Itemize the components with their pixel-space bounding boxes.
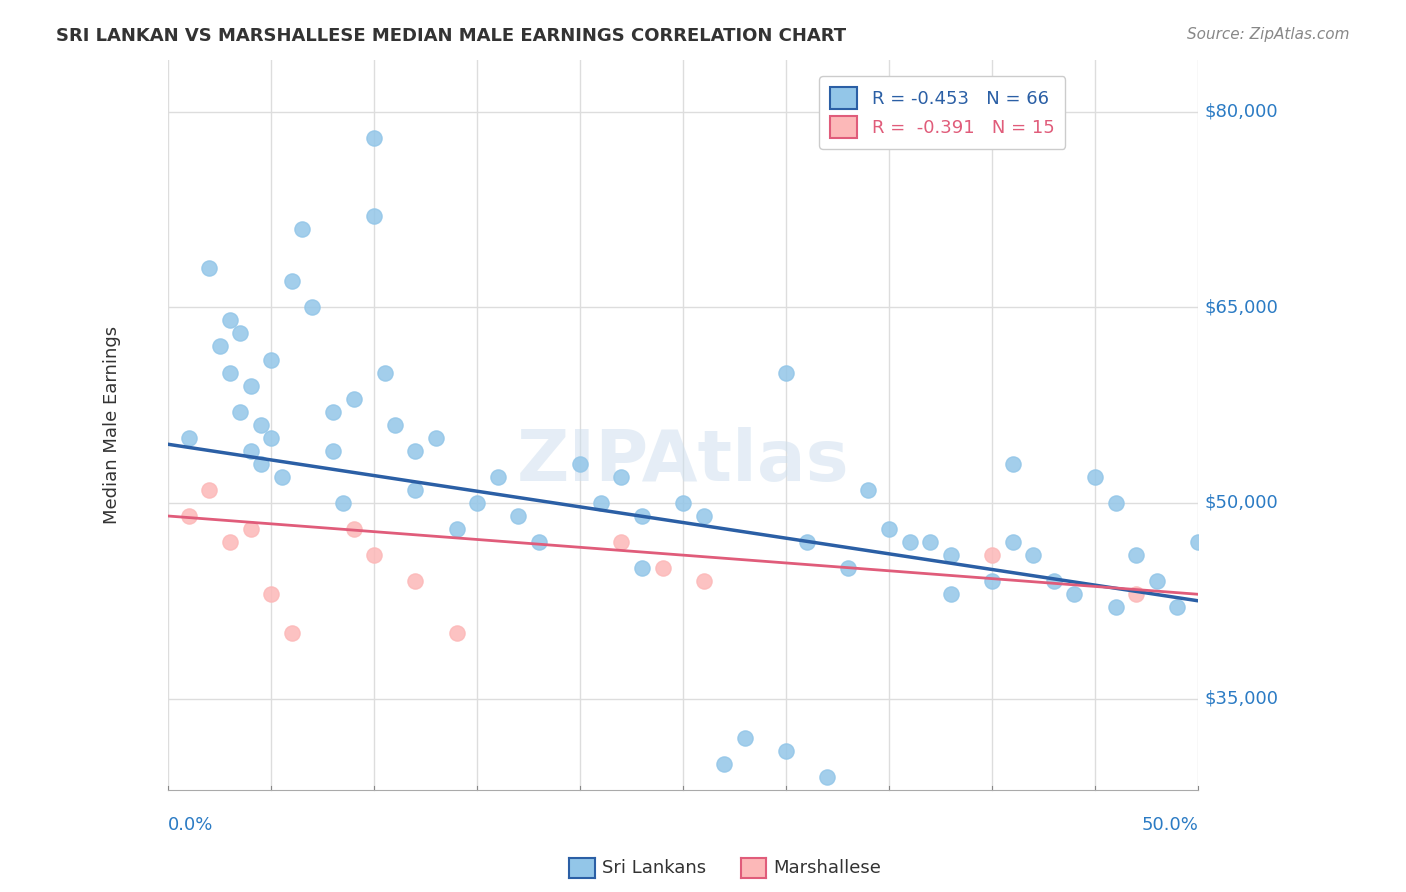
Point [239,443,262,458]
Point [672,496,695,510]
Point [651,561,673,575]
Point [981,574,1004,589]
Point [239,522,262,536]
Text: SRI LANKAN VS MARSHALLESE MEDIAN MALE EARNINGS CORRELATION CHART: SRI LANKAN VS MARSHALLESE MEDIAN MALE EA… [56,27,846,45]
Point [713,756,735,771]
Point [1001,457,1024,471]
Text: $65,000: $65,000 [1204,298,1278,317]
Point [260,587,283,601]
Text: Source: ZipAtlas.com: Source: ZipAtlas.com [1187,27,1350,42]
Point [177,431,200,445]
Point [837,561,859,575]
Text: Sri Lankans: Sri Lankans [602,859,706,877]
Point [177,508,200,523]
Point [446,626,468,640]
Point [610,535,633,549]
Point [250,417,273,432]
Text: ZIPAtlas: ZIPAtlas [517,426,849,496]
Point [981,548,1004,562]
Text: $35,000: $35,000 [1204,690,1278,707]
Point [373,366,395,380]
Text: 50.0%: 50.0% [1142,816,1198,834]
Point [301,301,323,315]
Text: $80,000: $80,000 [1204,103,1278,120]
Point [404,483,426,497]
Point [363,548,385,562]
Point [693,574,716,589]
Point [322,405,344,419]
Point [898,535,921,549]
Point [404,443,426,458]
Point [527,535,550,549]
Point [1125,548,1147,562]
Point [1084,470,1107,484]
Point [281,274,304,288]
Point [858,483,880,497]
Point [508,508,530,523]
Text: Median Male Earnings: Median Male Earnings [103,326,121,524]
Point [219,366,242,380]
Point [610,470,633,484]
Point [198,261,221,276]
Point [589,496,612,510]
Point [1166,600,1188,615]
Point [425,431,447,445]
Point [1043,574,1066,589]
Point [343,392,366,406]
Point [1063,587,1085,601]
Point [208,339,231,353]
Point [1001,535,1024,549]
Point [693,508,716,523]
Point [939,587,962,601]
Point [219,535,242,549]
Point [1125,587,1147,601]
Point [1104,600,1126,615]
Point [939,548,962,562]
Point [363,209,385,223]
Point [281,626,304,640]
Point [1104,496,1126,510]
Legend: R = -0.453   N = 66, R =  -0.391   N = 15: R = -0.453 N = 66, R = -0.391 N = 15 [820,76,1066,149]
Point [1187,535,1209,549]
Point [219,313,242,327]
Point [569,457,592,471]
Point [239,378,262,392]
Text: $50,000: $50,000 [1204,494,1278,512]
Point [631,561,654,575]
Point [734,731,756,745]
Point [631,508,654,523]
Point [446,522,468,536]
Point [332,496,354,510]
Point [404,574,426,589]
Point [1022,548,1045,562]
Point [363,131,385,145]
Point [877,522,900,536]
Text: 0.0%: 0.0% [169,816,214,834]
Point [343,522,366,536]
Point [260,352,283,367]
Point [1146,574,1168,589]
Point [775,744,797,758]
Point [260,431,283,445]
Point [796,535,818,549]
Point [229,326,252,341]
Point [291,222,314,236]
Text: Marshallese: Marshallese [773,859,882,877]
Point [322,443,344,458]
Point [465,496,488,510]
Point [920,535,942,549]
Point [270,470,292,484]
Point [229,405,252,419]
Point [486,470,509,484]
Point [815,770,838,784]
Point [198,483,221,497]
Point [775,366,797,380]
Point [384,417,406,432]
Point [250,457,273,471]
